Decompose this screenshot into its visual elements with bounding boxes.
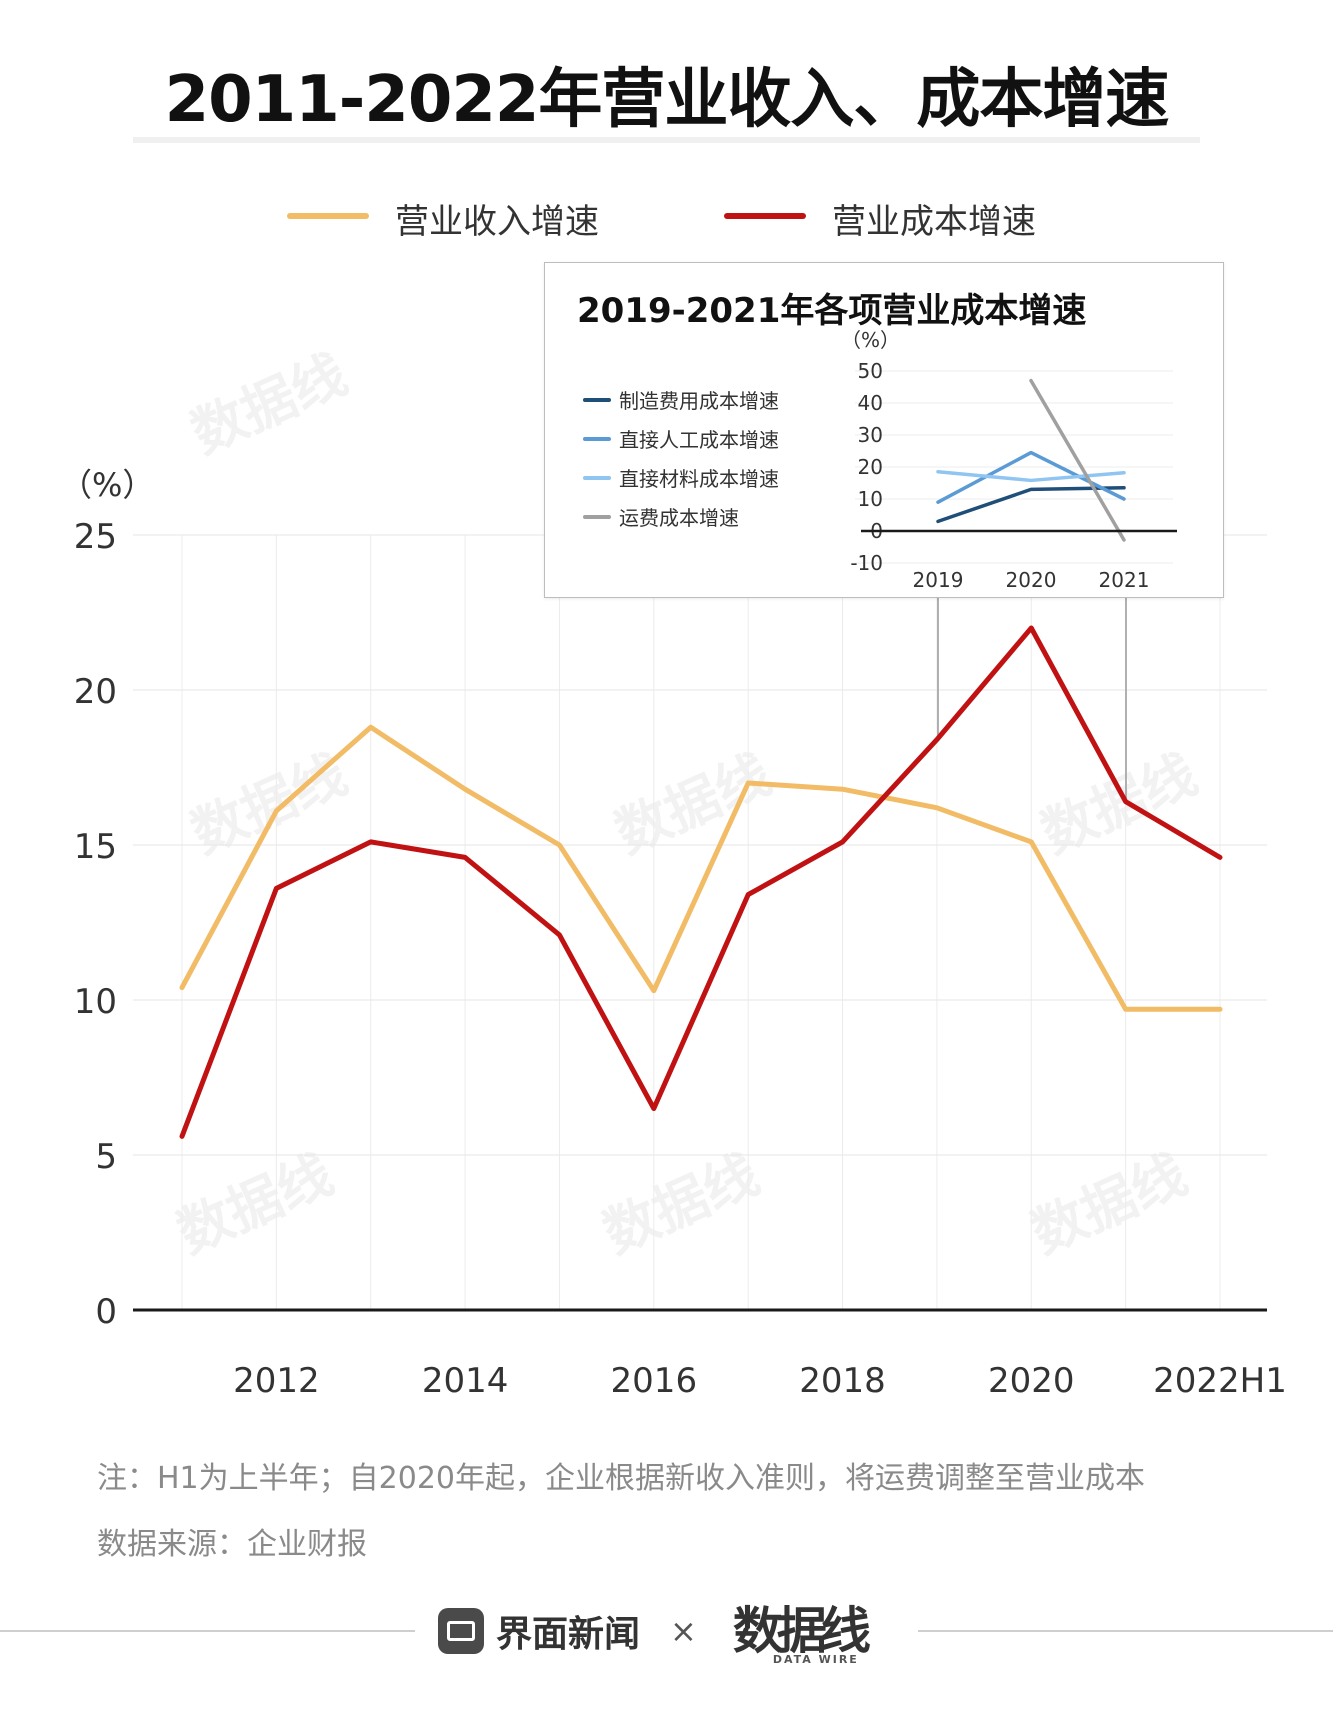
title-divider [133, 137, 1200, 143]
inset-legend-swatch [583, 515, 611, 519]
data-source: 数据来源：企业财报 [97, 1527, 367, 1562]
y-tick-label: 5 [95, 1137, 117, 1177]
collab-times-sign: × [670, 1612, 697, 1650]
jiemian-logo-icon [438, 1608, 484, 1654]
footer-divider [0, 1630, 415, 1632]
inset-legend-swatch [583, 476, 611, 480]
brand-name: 界面新闻 [496, 1614, 641, 1655]
x-tick-label: 2018 [799, 1361, 886, 1401]
y-tick-label: 0 [95, 1292, 117, 1332]
chart-notes: 注：H1为上半年；自2020年起，企业根据新收入准则，将运费调整至营业成本 数据… [97, 1446, 1145, 1578]
inset-y-unit: （%） [841, 328, 900, 352]
inset-legend-label: 运费成本增速 [619, 506, 739, 530]
datawire-logo: 数据线 DATA WIRE [727, 1591, 871, 1671]
inset-legend-label: 直接人工成本增速 [619, 428, 779, 452]
inset-x-tick-label: 2019 [913, 568, 964, 592]
inset-x-tick-label: 2021 [1099, 568, 1150, 592]
partner-name: 数据线 [732, 1601, 871, 1660]
inset-chart-panel: 2019-2021年各项营业成本增速 制造费用成本增速 直接人工成本增速 直接材… [544, 262, 1224, 598]
legend-label-cost: 营业成本增速 [832, 202, 1036, 242]
series-line-revenue [179, 724, 1223, 1012]
x-tick-label: 2012 [233, 1361, 320, 1401]
inset-series-line [1029, 378, 1126, 542]
inset-y-tick-label: -10 [850, 551, 883, 575]
inset-legend-swatch [583, 398, 611, 402]
inset-legend-label: 直接材料成本增速 [619, 467, 779, 491]
inset-x-tick-label: 2020 [1006, 568, 1057, 592]
page-title: 2011-2022年营业收入、成本增速 [164, 63, 1170, 137]
series-line-cost [179, 625, 1223, 1139]
inset-chart-title: 2019-2021年各项营业成本增速 [577, 291, 1087, 331]
y-axis-unit: （%） [60, 466, 154, 504]
footer-divider [918, 1630, 1333, 1632]
footnote: 注：H1为上半年；自2020年起，企业根据新收入准则，将运费调整至营业成本 [97, 1461, 1145, 1496]
x-tick-label: 2016 [611, 1361, 698, 1401]
main-line-chart: 0 5 10 15 20 25 （%） 2012 2014 2016 2018 2020 2022H1 [60, 466, 1287, 1401]
inset-legend-swatch [583, 437, 611, 441]
partner-subtitle: DATA WIRE [772, 1653, 859, 1666]
x-tick-label: 2022H1 [1153, 1361, 1287, 1401]
inset-series-line [936, 470, 1126, 483]
x-tick-label: 2020 [988, 1361, 1075, 1401]
y-tick-label: 10 [74, 982, 117, 1022]
chart-legend: 营业收入增速 营业成本增速 [0, 190, 1333, 242]
legend-swatch-cost [724, 213, 806, 219]
y-tick-label: 15 [74, 827, 117, 867]
y-tick-label: 20 [74, 672, 117, 712]
legend-label-revenue: 营业收入增速 [395, 202, 599, 242]
footer-brand: 界面新闻 × 数据线 DATA WIRE [438, 1601, 871, 1666]
y-tick-label: 25 [74, 517, 117, 557]
inset-y-tick-label: 20 [858, 455, 883, 479]
inset-y-tick-label: 50 [858, 359, 883, 383]
inset-y-tick-label: 30 [858, 423, 883, 447]
inset-y-tick-label: 10 [858, 487, 883, 511]
legend-swatch-revenue [287, 213, 369, 219]
inset-y-tick-label: 40 [858, 391, 883, 415]
x-tick-label: 2014 [422, 1361, 509, 1401]
inset-legend-label: 制造费用成本增速 [619, 389, 779, 413]
